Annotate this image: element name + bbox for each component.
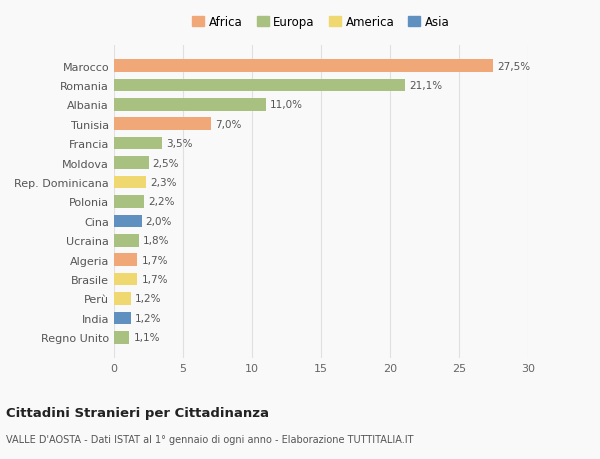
- Bar: [114, 176, 146, 189]
- Bar: [114, 235, 139, 247]
- Bar: [114, 312, 131, 325]
- Bar: [114, 99, 266, 112]
- Bar: [114, 292, 131, 305]
- Bar: [114, 196, 145, 208]
- Text: 1,1%: 1,1%: [133, 333, 160, 342]
- Text: 2,0%: 2,0%: [146, 216, 172, 226]
- Text: 27,5%: 27,5%: [497, 62, 531, 71]
- Bar: [114, 60, 493, 73]
- Text: 1,2%: 1,2%: [134, 294, 161, 304]
- Text: 1,2%: 1,2%: [134, 313, 161, 323]
- Bar: [114, 254, 137, 266]
- Bar: [114, 118, 211, 131]
- Bar: [114, 331, 129, 344]
- Text: 1,7%: 1,7%: [142, 255, 168, 265]
- Text: 1,8%: 1,8%: [143, 236, 169, 246]
- Text: 3,5%: 3,5%: [166, 139, 193, 149]
- Text: 2,2%: 2,2%: [149, 197, 175, 207]
- Text: Cittadini Stranieri per Cittadinanza: Cittadini Stranieri per Cittadinanza: [6, 406, 269, 419]
- Bar: [114, 215, 142, 228]
- Text: VALLE D'AOSTA - Dati ISTAT al 1° gennaio di ogni anno - Elaborazione TUTTITALIA.: VALLE D'AOSTA - Dati ISTAT al 1° gennaio…: [6, 434, 413, 444]
- Text: 21,1%: 21,1%: [409, 81, 442, 91]
- Legend: Africa, Europa, America, Asia: Africa, Europa, America, Asia: [188, 11, 454, 34]
- Bar: [114, 79, 405, 92]
- Text: 2,5%: 2,5%: [152, 158, 179, 168]
- Text: 2,3%: 2,3%: [150, 178, 176, 188]
- Text: 7,0%: 7,0%: [215, 119, 241, 129]
- Text: 11,0%: 11,0%: [270, 100, 303, 110]
- Bar: [114, 273, 137, 286]
- Text: 1,7%: 1,7%: [142, 274, 168, 285]
- Bar: [114, 157, 149, 169]
- Bar: [114, 138, 162, 150]
